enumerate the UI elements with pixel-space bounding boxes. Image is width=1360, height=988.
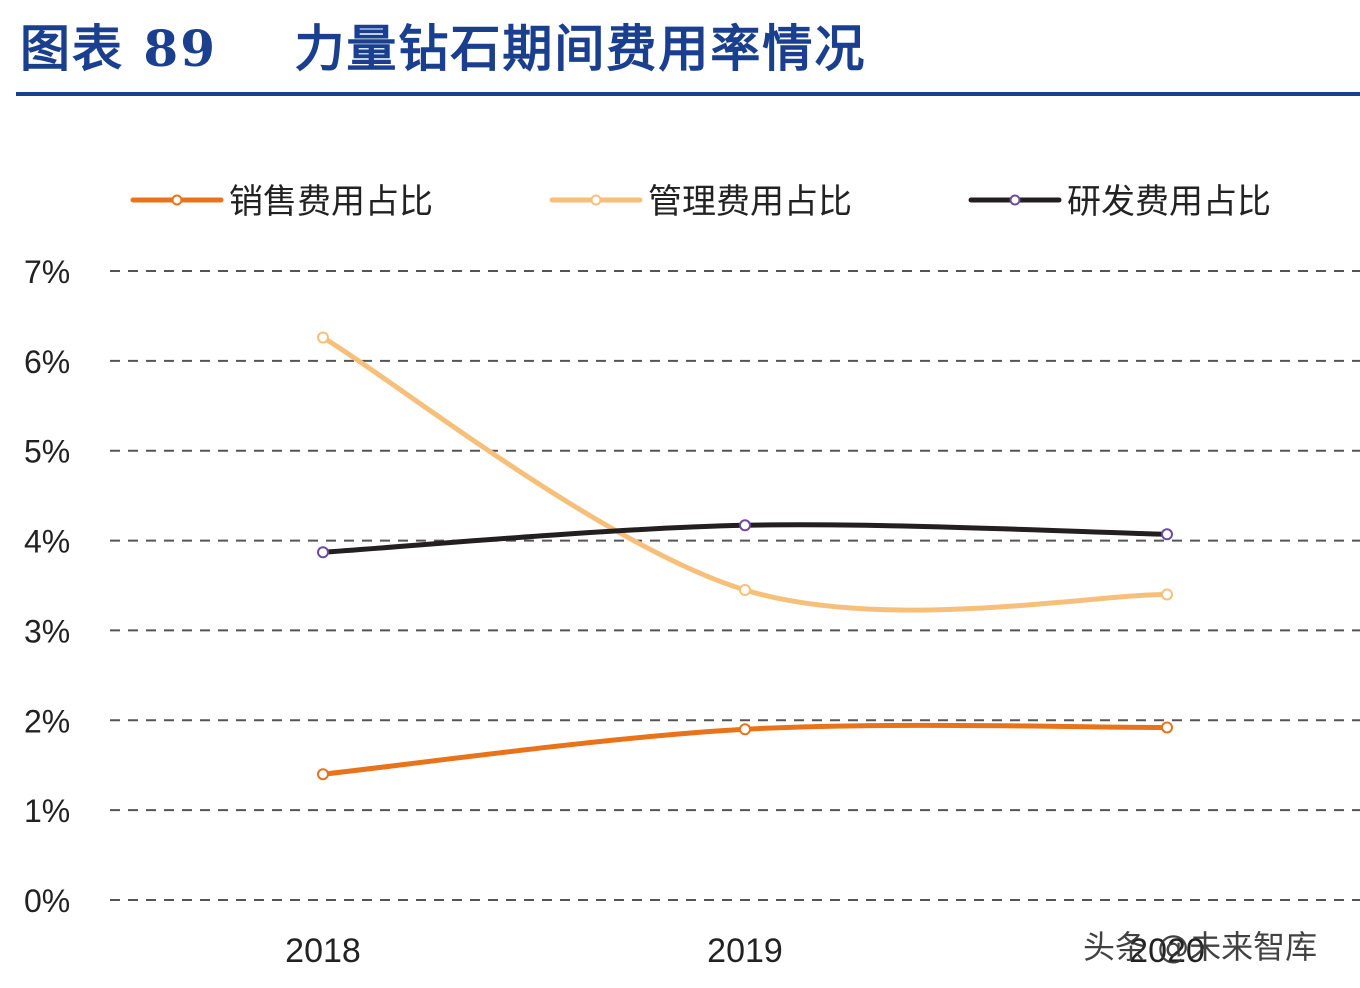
legend-marker [590,194,602,206]
series-line [320,334,1170,613]
legend-marker [171,194,183,206]
series-3 [317,519,1173,559]
y-tick-label: 2% [24,703,70,739]
figure-title: 力量钻石期间费用率情况 [294,19,867,78]
x-tick-label: 2019 [707,932,783,970]
series-2 [317,331,1173,613]
x-tick-label: 2020 [1129,932,1205,970]
data-point [317,331,329,344]
figure-label: 图表 [20,19,124,78]
legend: 销售费用占比 管理费用占比 研发费用占比 [130,182,1271,222]
data-point [1161,528,1173,541]
data-point [739,723,751,736]
y-tick-label: 1% [24,793,70,829]
figure-number: 89 [143,19,218,78]
y-tick-label: 5% [24,434,70,470]
legend-label: 研发费用占比 [1067,182,1271,222]
y-tick-label: 3% [24,613,70,649]
legend-item: 研发费用占比 [968,182,1271,222]
watermark: 头条 @未来智库 [1083,928,1318,966]
y-tick-label: 7% [24,254,70,290]
data-point [1161,588,1173,601]
title-underline [16,92,1360,96]
y-tick-label: 0% [24,883,70,919]
legend-label: 销售费用占比 [229,182,433,222]
data-point [739,519,751,532]
legend-item: 销售费用占比 [130,182,433,222]
series-1 [317,721,1173,781]
data-point [739,583,751,596]
x-tick-label: 2018 [285,932,361,970]
y-axis-ticks: 0% 1% 2% 3% 4% 5% 6% 7% [24,254,70,919]
legend-label: 管理费用占比 [648,182,852,222]
y-tick-label: 4% [24,524,70,560]
chart-title: 图表 89 力量钻石期间费用率情况 [20,14,866,84]
y-tick-label: 6% [24,344,70,380]
data-point [317,546,329,559]
x-axis-ticks: 2018 2019 2020 [285,932,1205,970]
series [317,331,1173,781]
data-point [1161,721,1173,734]
data-point [317,768,329,781]
legend-marker [1009,194,1021,206]
legend-item: 管理费用占比 [549,182,852,222]
